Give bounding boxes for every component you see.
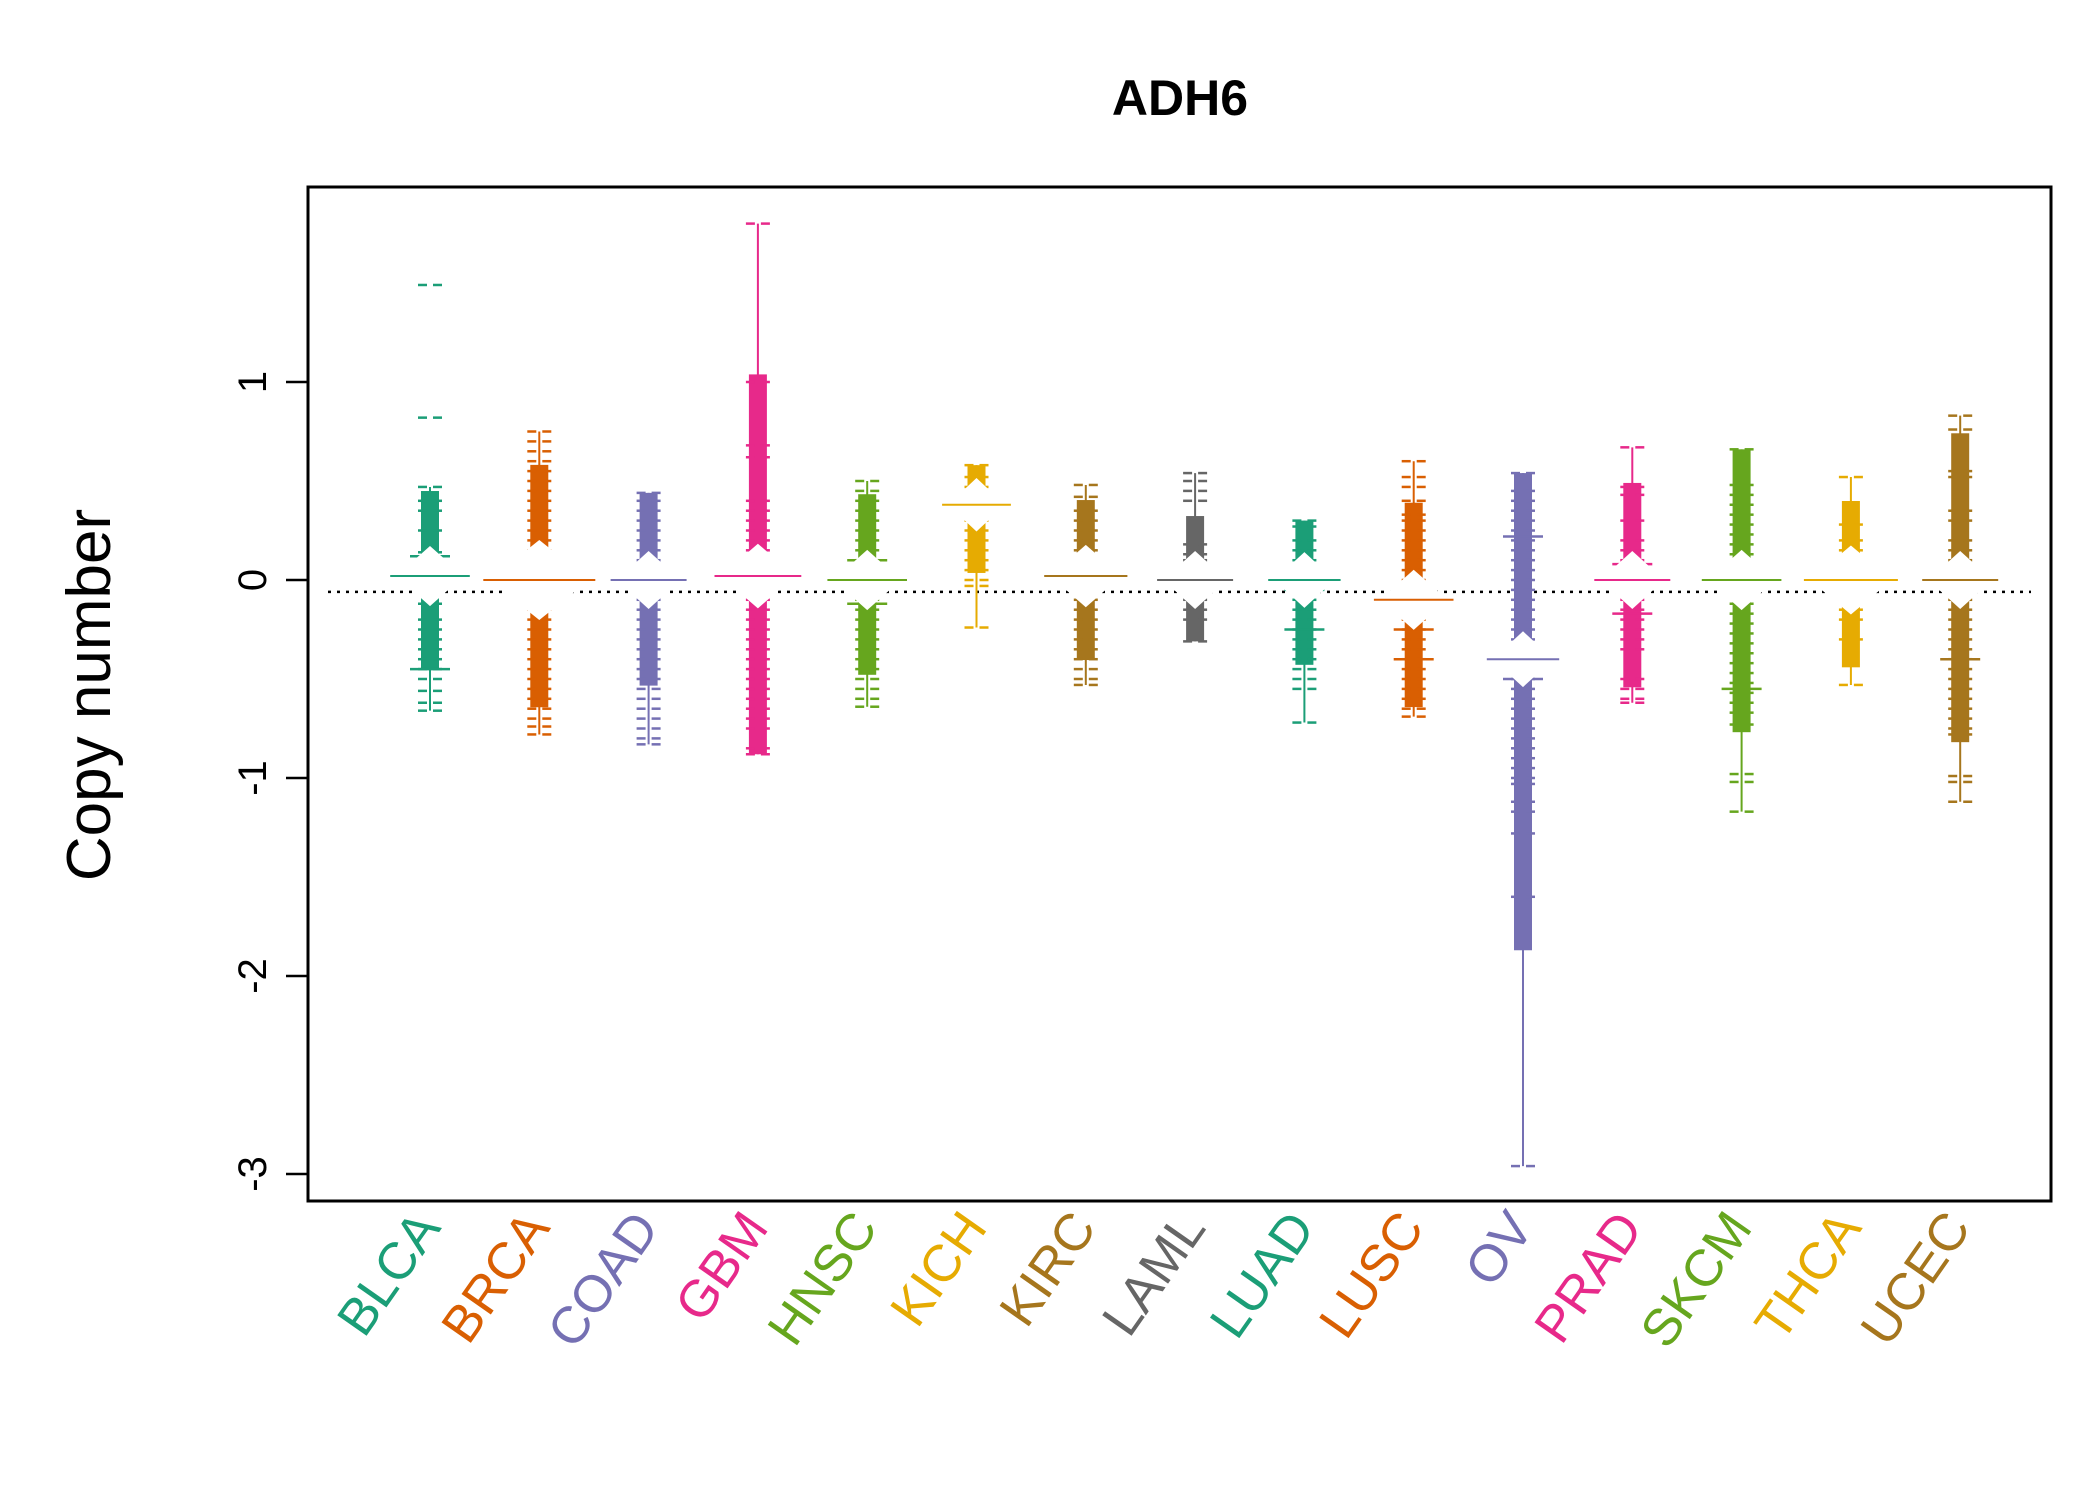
y-axis-label: Copy number xyxy=(55,509,124,881)
bean-kirc xyxy=(1044,483,1128,687)
x-tick-label-ov: OV xyxy=(1454,1201,1545,1296)
plot-frame xyxy=(306,185,2053,1203)
bean-thca xyxy=(1803,475,1898,687)
x-tick-label-gbm: GBM xyxy=(664,1202,779,1332)
x-tick-label-luad: LUAD xyxy=(1199,1202,1326,1349)
x-tick-label-kirc: KIRC xyxy=(989,1202,1108,1337)
bean-prad xyxy=(1594,446,1671,705)
bean-hnsc xyxy=(827,479,907,708)
x-tick-label-kich: KICH xyxy=(880,1202,999,1337)
bean-lusc xyxy=(1373,459,1454,718)
x-tick-label-skcm: SKCM xyxy=(1630,1202,1764,1358)
x-tick-label-coad: COAD xyxy=(537,1202,671,1358)
bean-coad xyxy=(610,491,687,746)
beans-layer xyxy=(328,222,2031,1168)
x-tick-label-ucec: UCEC xyxy=(1850,1202,1982,1356)
bean-blca xyxy=(390,283,470,712)
bean-kich xyxy=(942,463,1011,629)
bean-laml xyxy=(1157,471,1234,643)
y-tick-label: -2 xyxy=(231,958,275,994)
bean-skcm xyxy=(1701,448,1782,813)
bean-ucec xyxy=(1922,414,1999,804)
bean-body xyxy=(1514,473,1532,951)
x-tick-label-brca: BRCA xyxy=(431,1201,562,1353)
y-tick-label: 0 xyxy=(231,569,275,591)
y-tick-label: -3 xyxy=(231,1156,275,1192)
y-tick-label: 1 xyxy=(231,371,275,393)
bean-ov xyxy=(1486,471,1560,1168)
bean-luad xyxy=(1268,519,1341,724)
x-tick-label-thca: THCA xyxy=(1744,1201,1873,1350)
y-axis: 1 0 -1 -2 -3 xyxy=(231,371,308,1192)
x-tick-label-prad: PRAD xyxy=(1524,1202,1654,1354)
x-tick-label-laml: LAML xyxy=(1092,1202,1217,1347)
x-tick-label-blca: BLCA xyxy=(326,1201,452,1346)
bean-brca xyxy=(483,430,596,736)
chart-title: ADH6 xyxy=(1112,70,1248,126)
y-tick-label: -1 xyxy=(231,760,275,796)
x-tick-label-hnsc: HNSC xyxy=(757,1202,889,1356)
bean-gbm xyxy=(714,222,802,756)
x-tick-label-lusc: LUSC xyxy=(1308,1202,1435,1349)
